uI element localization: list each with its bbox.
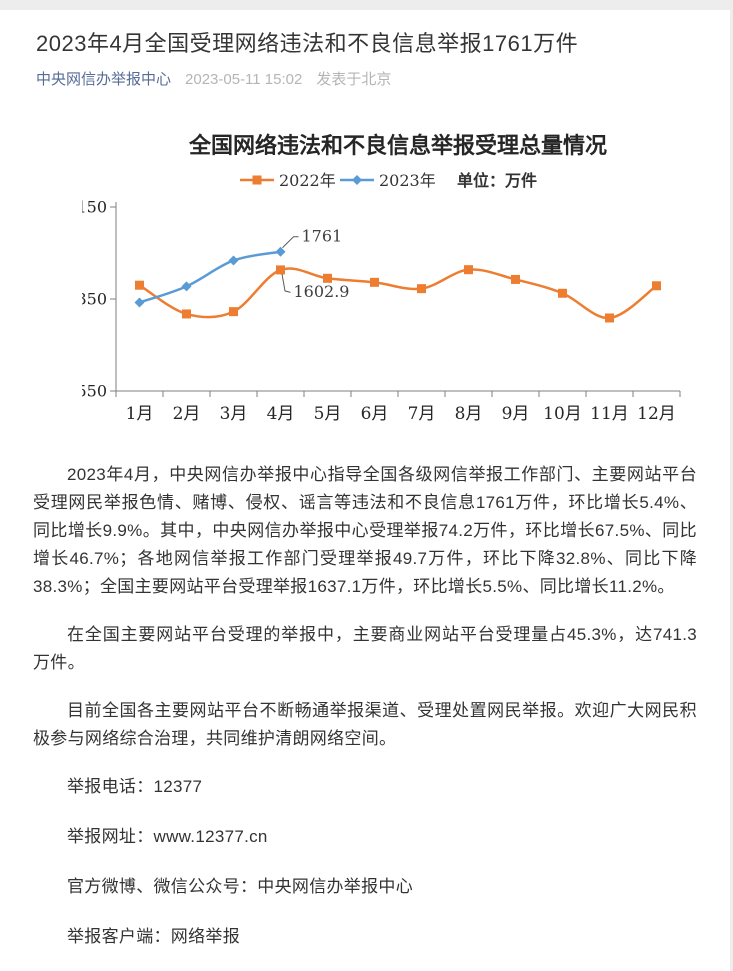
x-tick-label: 12月 bbox=[637, 404, 676, 424]
legend-marker-2023年 bbox=[352, 175, 362, 185]
data-point-2022年-8月 bbox=[464, 265, 473, 275]
data-point-2023年-1月 bbox=[134, 297, 145, 308]
series-line-2023年 bbox=[138, 250, 282, 304]
annotation-connector bbox=[281, 273, 291, 293]
x-tick-label: 8月 bbox=[455, 404, 483, 424]
report-app-line: 举报客户端：网络举报 bbox=[67, 927, 240, 946]
legend-label-2022年: 2022年 bbox=[279, 171, 336, 190]
article-paragraph-2: 在全国主要网站平台受理的举报中，主要商业网站平台受理量占45.3%，达741.3… bbox=[33, 625, 697, 672]
data-point-2022年-11月 bbox=[605, 313, 614, 323]
annotation-connector bbox=[282, 236, 299, 249]
data-point-2022年-1月 bbox=[135, 280, 144, 290]
publish-location: 发表于北京 bbox=[316, 71, 392, 88]
data-point-2022年-7月 bbox=[417, 284, 426, 294]
x-tick-label: 11月 bbox=[590, 404, 629, 424]
chart-title: 全国网络违法和不良信息举报受理总量情况 bbox=[188, 133, 607, 159]
report-totals-line-chart: 全国网络违法和不良信息举报受理总量情况 2022年 2023年 单位：万件 550 135… bbox=[66, 123, 700, 433]
unit-label: 单位：万件 bbox=[457, 171, 537, 190]
x-tick-label: 10月 bbox=[543, 404, 582, 424]
data-point-2022年-12月 bbox=[652, 281, 661, 291]
data-point-2022年-3月 bbox=[229, 307, 238, 317]
data-point-2023年-2月 bbox=[181, 281, 192, 292]
article: 2023年4月全国受理网络违法和不良信息举报1761万件 中央网信办举报中心 20… bbox=[0, 10, 730, 951]
data-point-2022年-4月 bbox=[276, 265, 285, 275]
x-tick-label: 7月 bbox=[408, 404, 436, 424]
x-tick-label: 1月 bbox=[126, 404, 154, 424]
y-tick-label: 550 bbox=[82, 382, 107, 401]
y-tick-label: 1350 bbox=[82, 290, 107, 309]
data-point-2022年-9月 bbox=[511, 274, 520, 284]
legend-marker-2022年 bbox=[252, 175, 262, 185]
legend-label-2023年: 2023年 bbox=[379, 171, 436, 190]
official-accounts-line: 官方微博、微信公众号：中央网信办举报中心 bbox=[67, 877, 413, 896]
article-card: 2023年4月全国受理网络违法和不良信息举报1761万件 中央网信办举报中心 20… bbox=[0, 10, 730, 971]
x-tick-label: 2月 bbox=[173, 404, 201, 424]
x-tick-label: 3月 bbox=[220, 404, 248, 424]
article-paragraph-3: 目前全国各主要网站平台不断畅通举报渠道、受理处置网民举报。欢迎广大网民积极参与网… bbox=[33, 701, 697, 748]
data-point-2022年-2月 bbox=[182, 309, 191, 319]
article-paragraph-1: 2023年4月，中央网信办举报中心指导全国各级网信举报工作部门、主要网站平台受理… bbox=[33, 465, 697, 596]
series-line-2022年 bbox=[138, 267, 658, 320]
chart-svg: 全国网络违法和不良信息举报受理总量情况 2022年 2023年 单位：万件 550 135… bbox=[66, 133, 681, 424]
report-website-line: 举报网址：www.12377.cn bbox=[67, 827, 268, 846]
data-point-2023年-3月 bbox=[228, 255, 239, 266]
x-tick-label: 9月 bbox=[502, 404, 530, 424]
account-name-link[interactable]: 中央网信办举报中心 bbox=[36, 71, 172, 88]
data-point-2022年-5月 bbox=[323, 273, 332, 283]
article-title: 2023年4月全国受理网络违法和不良信息举报1761万件 bbox=[36, 31, 579, 56]
annotation-label: 1602.9 bbox=[294, 282, 350, 301]
data-point-2022年-6月 bbox=[370, 277, 379, 287]
byline: 中央网信办举报中心 2023-05-11 15:02 发表于北京 bbox=[36, 69, 697, 90]
x-tick-label: 5月 bbox=[314, 404, 342, 424]
annotation-label: 1761 bbox=[302, 227, 343, 246]
report-phone-line: 举报电话：12377 bbox=[67, 777, 203, 796]
publish-time: 2023-05-11 15:02 bbox=[185, 71, 303, 88]
data-point-2023年-4月 bbox=[275, 246, 286, 257]
y-tick-label: 2150 bbox=[82, 198, 107, 217]
x-tick-label: 4月 bbox=[267, 404, 295, 424]
x-tick-label: 6月 bbox=[361, 404, 389, 424]
data-point-2022年-10月 bbox=[558, 288, 567, 298]
